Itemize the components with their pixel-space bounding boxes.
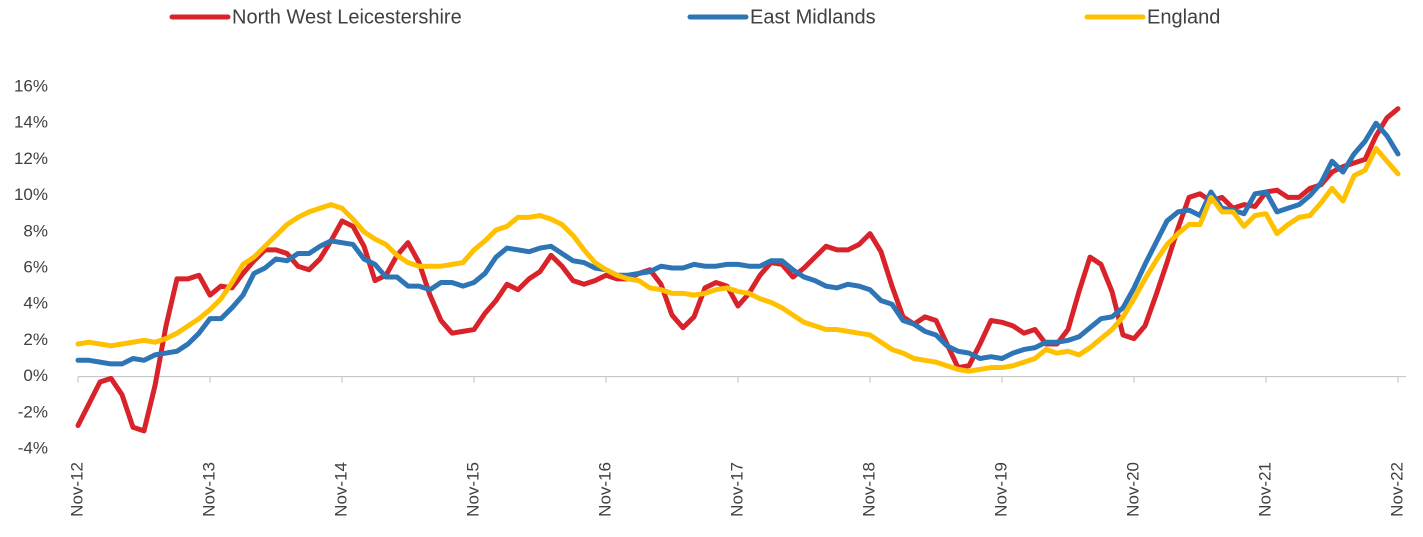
x-tick-label: Nov-14 — [331, 462, 350, 517]
x-tick-label: Nov-15 — [463, 462, 482, 517]
x-tick-label: Nov-13 — [199, 462, 218, 517]
y-tick-label: 6% — [23, 257, 48, 276]
y-tick-label: 16% — [14, 76, 48, 95]
legend-label: North West Leicestershire — [232, 6, 462, 28]
y-tick-label: 14% — [14, 113, 48, 132]
x-tick-label: Nov-12 — [67, 462, 86, 517]
y-tick-label: 4% — [23, 294, 48, 313]
y-tick-label: -2% — [18, 402, 48, 421]
legend-label: England — [1147, 6, 1220, 28]
x-tick-label: Nov-20 — [1123, 462, 1142, 517]
y-tick-label: 8% — [23, 221, 48, 240]
y-tick-label: 0% — [23, 366, 48, 385]
series-line — [75, 146, 1401, 374]
y-tick-label: 2% — [23, 330, 48, 349]
x-tick-label: Nov-18 — [859, 462, 878, 517]
x-tick-label: Nov-17 — [727, 462, 746, 517]
x-tick-label: Nov-22 — [1387, 462, 1406, 517]
x-tick-label: Nov-21 — [1255, 462, 1274, 517]
x-tick-label: Nov-16 — [595, 462, 614, 517]
series-line — [75, 120, 1401, 367]
y-tick-label: 10% — [14, 185, 48, 204]
legend-label: East Midlands — [750, 6, 876, 28]
y-tick-label: -4% — [18, 438, 48, 457]
series-line — [75, 106, 1401, 434]
y-tick-label: 12% — [14, 149, 48, 168]
x-tick-label: Nov-19 — [991, 462, 1010, 517]
